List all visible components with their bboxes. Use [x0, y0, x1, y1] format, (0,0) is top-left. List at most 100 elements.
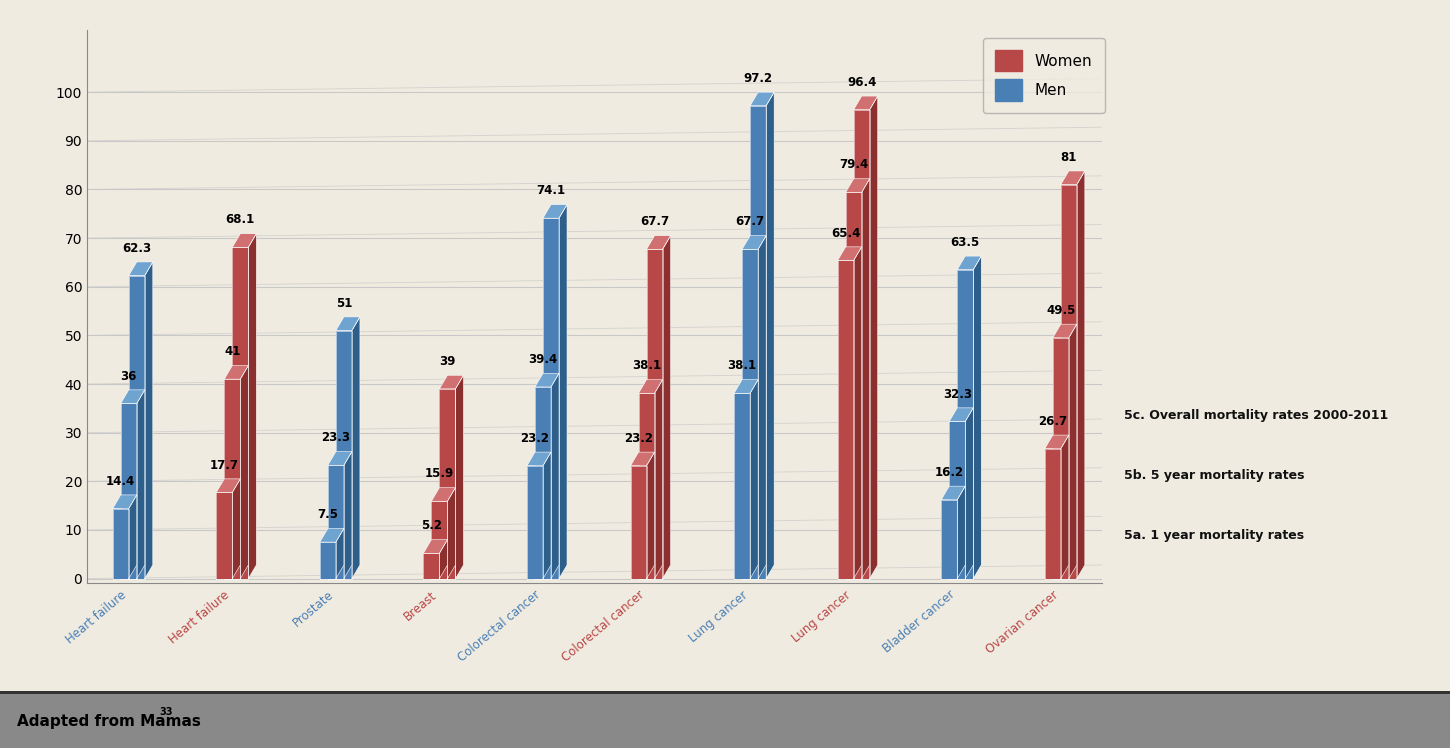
- Polygon shape: [432, 501, 448, 578]
- Polygon shape: [129, 495, 136, 578]
- Polygon shape: [232, 233, 257, 248]
- Text: 23.2: 23.2: [521, 432, 550, 445]
- Polygon shape: [216, 492, 232, 578]
- Text: 38.1: 38.1: [632, 359, 661, 373]
- Polygon shape: [870, 96, 877, 578]
- Polygon shape: [838, 260, 854, 578]
- Text: 49.5: 49.5: [1045, 304, 1076, 317]
- Polygon shape: [631, 466, 647, 578]
- Text: 63.5: 63.5: [951, 236, 980, 249]
- Polygon shape: [526, 466, 542, 578]
- Text: 38.1: 38.1: [728, 359, 757, 373]
- Polygon shape: [241, 366, 248, 578]
- Polygon shape: [320, 542, 336, 578]
- Polygon shape: [1061, 435, 1069, 578]
- Polygon shape: [344, 452, 352, 578]
- Polygon shape: [750, 380, 758, 578]
- Text: 62.3: 62.3: [122, 242, 151, 254]
- Text: 23.2: 23.2: [624, 432, 652, 445]
- Polygon shape: [854, 247, 861, 578]
- Polygon shape: [136, 390, 145, 578]
- Polygon shape: [654, 380, 663, 578]
- Polygon shape: [232, 479, 241, 578]
- Text: 26.7: 26.7: [1038, 415, 1067, 428]
- Text: 68.1: 68.1: [226, 213, 255, 227]
- Text: 32.3: 32.3: [942, 387, 972, 401]
- Polygon shape: [861, 179, 870, 578]
- Legend: Women, Men: Women, Men: [983, 37, 1105, 113]
- Polygon shape: [542, 218, 560, 578]
- Polygon shape: [248, 233, 257, 578]
- Polygon shape: [758, 236, 766, 578]
- Polygon shape: [766, 92, 774, 578]
- Text: 5.2: 5.2: [420, 519, 442, 533]
- Text: 5c. Overall mortality rates 2000-2011: 5c. Overall mortality rates 2000-2011: [1124, 409, 1388, 422]
- Polygon shape: [1053, 338, 1069, 578]
- Text: 51: 51: [336, 297, 352, 310]
- Polygon shape: [542, 452, 551, 578]
- Polygon shape: [663, 236, 670, 578]
- Polygon shape: [120, 390, 145, 403]
- Text: 67.7: 67.7: [735, 215, 764, 228]
- Polygon shape: [973, 256, 982, 578]
- Polygon shape: [423, 554, 439, 578]
- Polygon shape: [1053, 324, 1077, 338]
- Text: 14.4: 14.4: [106, 475, 135, 488]
- Polygon shape: [535, 373, 560, 387]
- Text: 65.4: 65.4: [831, 227, 860, 239]
- Polygon shape: [950, 421, 966, 578]
- Text: 41: 41: [225, 346, 241, 358]
- Polygon shape: [423, 539, 448, 554]
- Polygon shape: [638, 380, 663, 393]
- Text: 7.5: 7.5: [318, 508, 338, 521]
- Text: 5b. 5 year mortality rates: 5b. 5 year mortality rates: [1124, 469, 1304, 482]
- Text: 15.9: 15.9: [425, 468, 454, 480]
- Text: 5a. 1 year mortality rates: 5a. 1 year mortality rates: [1124, 529, 1304, 542]
- Polygon shape: [750, 92, 774, 105]
- Polygon shape: [957, 486, 966, 578]
- Polygon shape: [542, 204, 567, 218]
- Polygon shape: [439, 375, 464, 389]
- Polygon shape: [320, 529, 344, 542]
- Polygon shape: [647, 236, 670, 249]
- Polygon shape: [957, 256, 982, 270]
- Polygon shape: [966, 408, 973, 578]
- Polygon shape: [1061, 171, 1085, 185]
- Polygon shape: [1045, 435, 1069, 449]
- Text: 17.7: 17.7: [210, 459, 239, 471]
- Polygon shape: [742, 236, 766, 249]
- Polygon shape: [225, 366, 248, 379]
- Polygon shape: [750, 105, 766, 578]
- Polygon shape: [328, 452, 352, 465]
- Polygon shape: [734, 380, 758, 393]
- Polygon shape: [838, 247, 861, 260]
- Polygon shape: [1045, 449, 1061, 578]
- Polygon shape: [439, 389, 455, 578]
- Polygon shape: [941, 500, 957, 578]
- Text: 39: 39: [439, 355, 455, 368]
- Text: 67.7: 67.7: [639, 215, 668, 228]
- Polygon shape: [560, 204, 567, 578]
- Polygon shape: [526, 452, 551, 466]
- Polygon shape: [129, 262, 152, 275]
- Text: 16.2: 16.2: [935, 466, 964, 479]
- Polygon shape: [950, 408, 973, 421]
- Polygon shape: [854, 110, 870, 578]
- Text: 81: 81: [1060, 150, 1077, 164]
- Text: 79.4: 79.4: [840, 159, 869, 171]
- Polygon shape: [845, 192, 861, 578]
- Polygon shape: [336, 529, 344, 578]
- Polygon shape: [734, 393, 750, 578]
- Polygon shape: [448, 488, 455, 578]
- Text: 23.3: 23.3: [322, 432, 351, 444]
- Polygon shape: [551, 373, 560, 578]
- Polygon shape: [113, 509, 129, 578]
- Polygon shape: [845, 179, 870, 192]
- Polygon shape: [352, 317, 360, 578]
- Polygon shape: [1077, 171, 1085, 578]
- Polygon shape: [129, 275, 145, 578]
- Text: 36: 36: [120, 370, 136, 382]
- Polygon shape: [638, 393, 654, 578]
- Polygon shape: [120, 403, 136, 578]
- Polygon shape: [957, 270, 973, 578]
